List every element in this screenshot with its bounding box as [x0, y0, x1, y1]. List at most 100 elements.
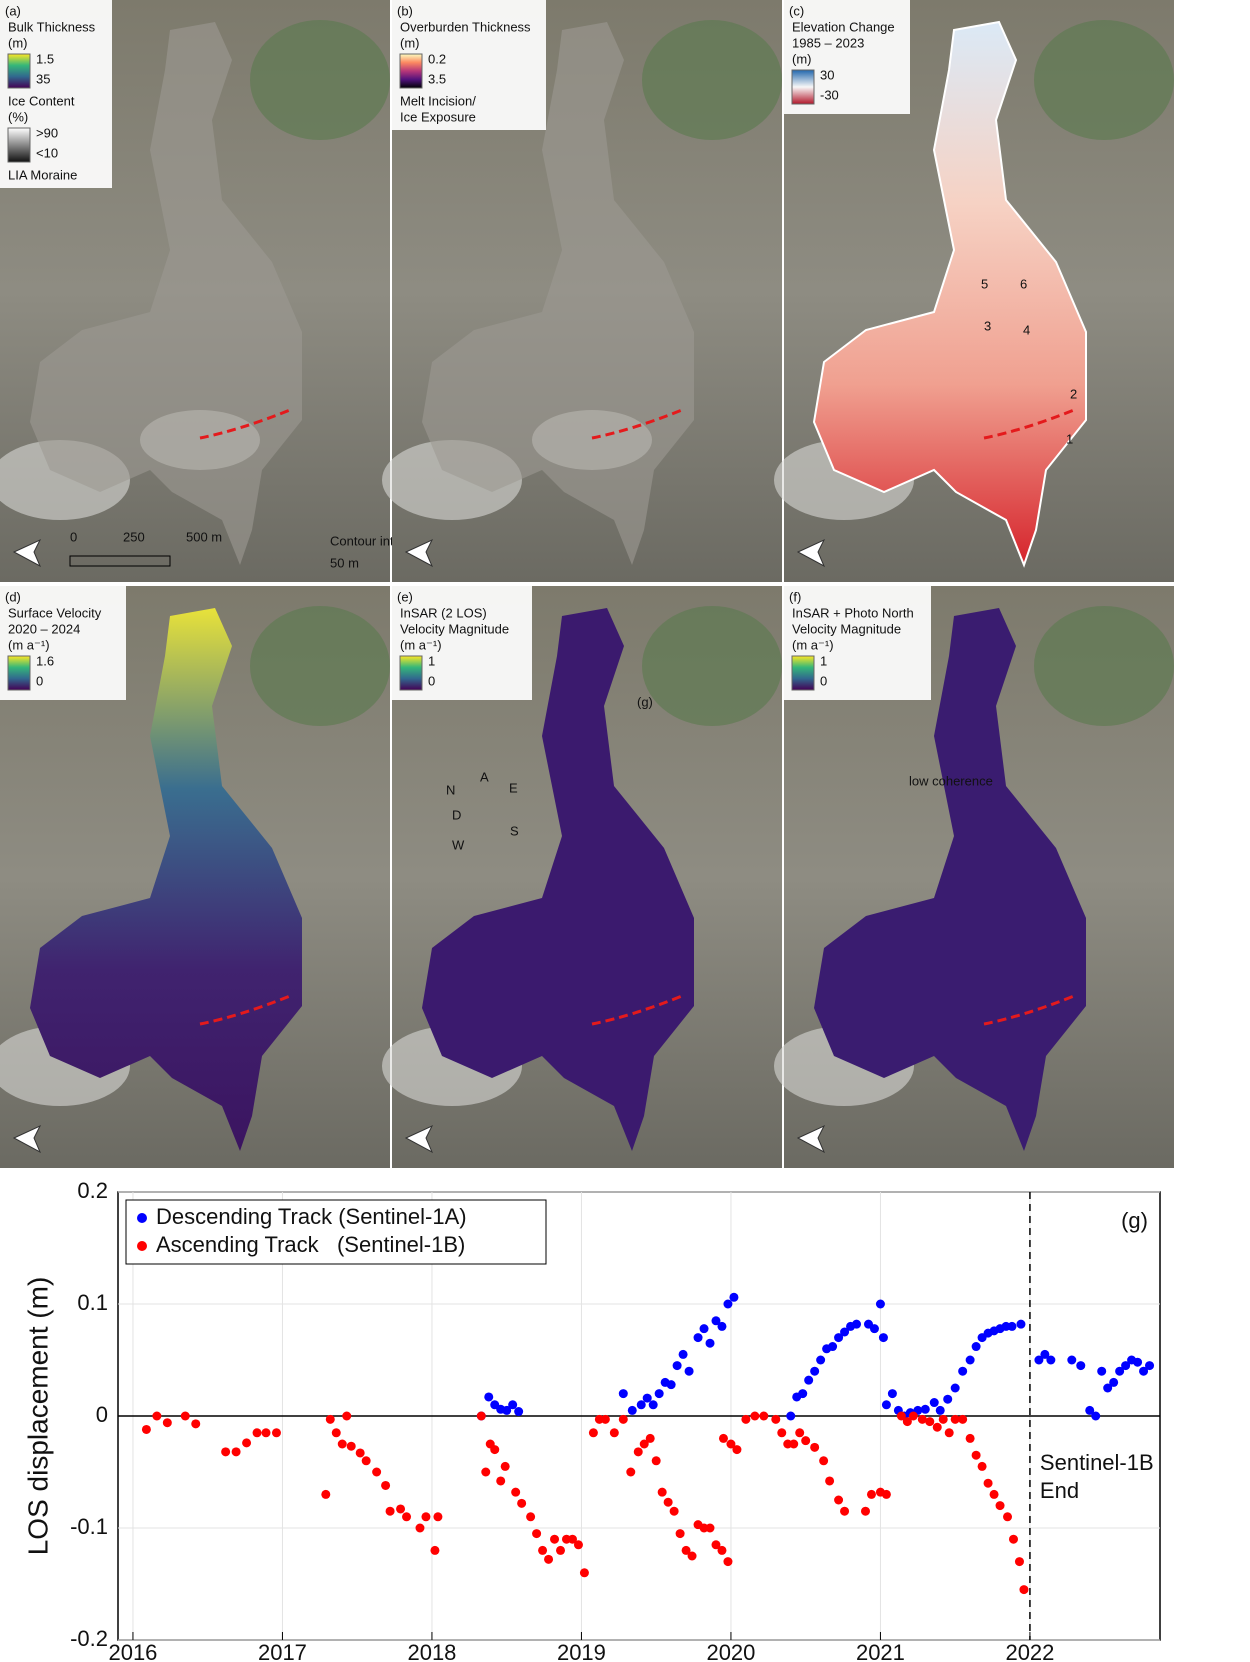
data-point: [908, 1411, 918, 1421]
data-point: [1121, 1361, 1131, 1371]
data-point: [433, 1512, 443, 1522]
data-point: [866, 1489, 876, 1499]
data-point: [777, 1428, 787, 1438]
data-point: [729, 1292, 739, 1302]
data-point: [490, 1445, 500, 1455]
data-point: [925, 1417, 935, 1427]
lia-moraine: [591, 408, 683, 440]
map-panel: (b)Overburden Thickness(m) 0.2 3.5 Melt Inc…: [382, 0, 782, 582]
legend-text: (m a⁻¹): [400, 637, 442, 652]
data-point: [929, 1398, 939, 1408]
legend-text: Melt Incision/: [400, 93, 476, 108]
data-point: [538, 1545, 548, 1555]
data-point: [567, 1534, 577, 1544]
data-point: [1133, 1357, 1143, 1367]
data-point: [887, 1389, 897, 1399]
data-point: [481, 1467, 491, 1477]
data-point: [573, 1540, 583, 1550]
data-point: [699, 1324, 709, 1334]
data-point: [514, 1407, 524, 1417]
map-annotation: E: [509, 780, 518, 795]
colorbar: [7, 53, 31, 89]
data-point: [771, 1414, 781, 1424]
data-point: [639, 1439, 649, 1449]
data-point: [726, 1439, 736, 1449]
data-point: [965, 1355, 975, 1365]
colorbar-label: <10: [36, 145, 58, 160]
data-point: [1034, 1355, 1044, 1365]
data-point: [588, 1428, 598, 1438]
data-point: [881, 1489, 891, 1499]
data-point: [810, 1366, 820, 1376]
data-point: [705, 1338, 715, 1348]
data-point: [860, 1506, 870, 1516]
data-point: [971, 1450, 981, 1460]
panel-label: (e): [397, 589, 413, 604]
x-tick-label: 2018: [407, 1640, 456, 1662]
colorbar-label: 0.2: [428, 51, 446, 66]
legend-text: 1985 – 2023: [792, 35, 864, 50]
data-point: [579, 1568, 589, 1578]
data-point: [180, 1411, 190, 1421]
event-label: End: [1040, 1478, 1079, 1503]
data-point: [532, 1529, 542, 1539]
y-tick-label: 0: [96, 1402, 108, 1427]
data-point: [723, 1557, 733, 1567]
data-point: [834, 1495, 844, 1505]
data-point: [1067, 1355, 1077, 1365]
legend-text: InSAR (2 LOS): [400, 605, 487, 620]
data-point: [693, 1333, 703, 1343]
data-point: [669, 1506, 679, 1516]
data-point: [789, 1439, 799, 1449]
x-tick-label: 2022: [1005, 1640, 1054, 1662]
legend-marker: [137, 1241, 147, 1251]
data-point: [1046, 1355, 1056, 1365]
data-point: [1103, 1383, 1113, 1393]
data-point: [654, 1389, 664, 1399]
data-point: [385, 1506, 395, 1516]
data-point: [819, 1456, 829, 1466]
data-point: [675, 1529, 685, 1539]
data-point: [271, 1428, 281, 1438]
legend-marker: [137, 1213, 147, 1223]
data-point: [402, 1512, 412, 1522]
data-point: [231, 1447, 241, 1457]
north-arrow: [12, 538, 42, 568]
lia-moraine: [199, 994, 291, 1026]
panel-label: (g): [1121, 1208, 1148, 1233]
colorbar-label: >90: [36, 125, 58, 140]
legend-text: Ice Exposure: [400, 109, 476, 124]
y-tick-label: 0.2: [77, 1178, 108, 1203]
data-point: [221, 1447, 231, 1457]
north-arrow: [404, 1124, 434, 1154]
data-point: [648, 1400, 658, 1410]
data-point: [1014, 1557, 1024, 1567]
colorbar-label: 1.6: [36, 653, 54, 668]
colorbar: [7, 127, 31, 163]
lia-moraine: [199, 408, 291, 440]
data-point: [141, 1424, 151, 1434]
data-point: [1007, 1321, 1017, 1331]
data-point: [421, 1512, 431, 1522]
data-point: [600, 1414, 610, 1424]
map-annotation: 50 m: [330, 555, 359, 570]
colorbar-label: 1.5: [36, 51, 54, 66]
legend-label: Ascending Track (Sentinel-1B): [156, 1232, 465, 1257]
data-point: [500, 1461, 510, 1471]
data-point: [938, 1414, 948, 1424]
map-annotation: N: [446, 782, 455, 797]
data-point: [325, 1414, 335, 1424]
colorbar: [791, 69, 815, 105]
data-point: [1003, 1512, 1013, 1522]
data-point: [944, 1428, 954, 1438]
data-point: [191, 1419, 201, 1429]
map-annotation: D: [452, 807, 461, 822]
data-point: [517, 1498, 527, 1508]
north-arrow: [796, 538, 826, 568]
legend-text: (%): [8, 109, 28, 124]
data-point: [958, 1414, 968, 1424]
data-point: [556, 1545, 566, 1555]
terrain-patch: [250, 606, 390, 726]
